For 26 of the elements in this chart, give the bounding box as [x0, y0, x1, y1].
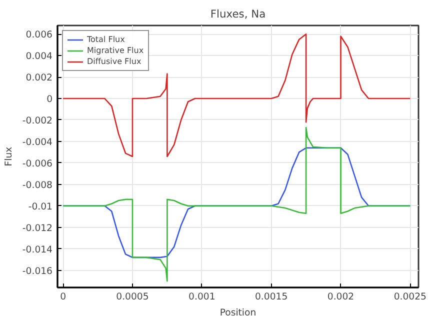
- y-axis-title: Flux: [3, 146, 14, 166]
- y-tick-label: 0.006: [26, 30, 53, 41]
- line-series: [62, 126, 411, 282]
- legend-label: Total Flux: [87, 35, 125, 44]
- x-tick-label: 0.0025: [394, 292, 427, 302]
- x-tick-label: 0.001: [188, 292, 216, 302]
- y-tick-label: -0.016: [22, 266, 53, 277]
- y-tick-label: -0.012: [22, 222, 53, 234]
- y-tick-label: -0.002: [22, 115, 53, 126]
- y-tick-label: -0.008: [22, 180, 53, 191]
- x-axis-title: Position: [220, 308, 256, 318]
- x-tick-label: 0.0015: [255, 292, 288, 302]
- y-tick-label: -0.014: [22, 244, 53, 256]
- legend-label: Migrative Flux: [87, 46, 144, 55]
- y-tick-label: -0.006: [22, 158, 53, 170]
- chart-title: Fluxes, Na: [210, 8, 266, 20]
- y-tick-label: 0: [46, 94, 53, 106]
- y-tick-label: -0.01: [28, 201, 53, 212]
- line-series: [62, 33, 411, 158]
- y-tick-label: -0.004: [22, 136, 53, 148]
- y-tick-label: 0.002: [26, 72, 53, 84]
- x-tick-label: 0.0005: [116, 292, 149, 302]
- y-tick-label: 0.004: [26, 51, 53, 62]
- legend-label: Diffusive Flux: [87, 57, 142, 66]
- x-tick-label: 0.002: [327, 292, 354, 302]
- x-tick-label: 0: [60, 292, 66, 302]
